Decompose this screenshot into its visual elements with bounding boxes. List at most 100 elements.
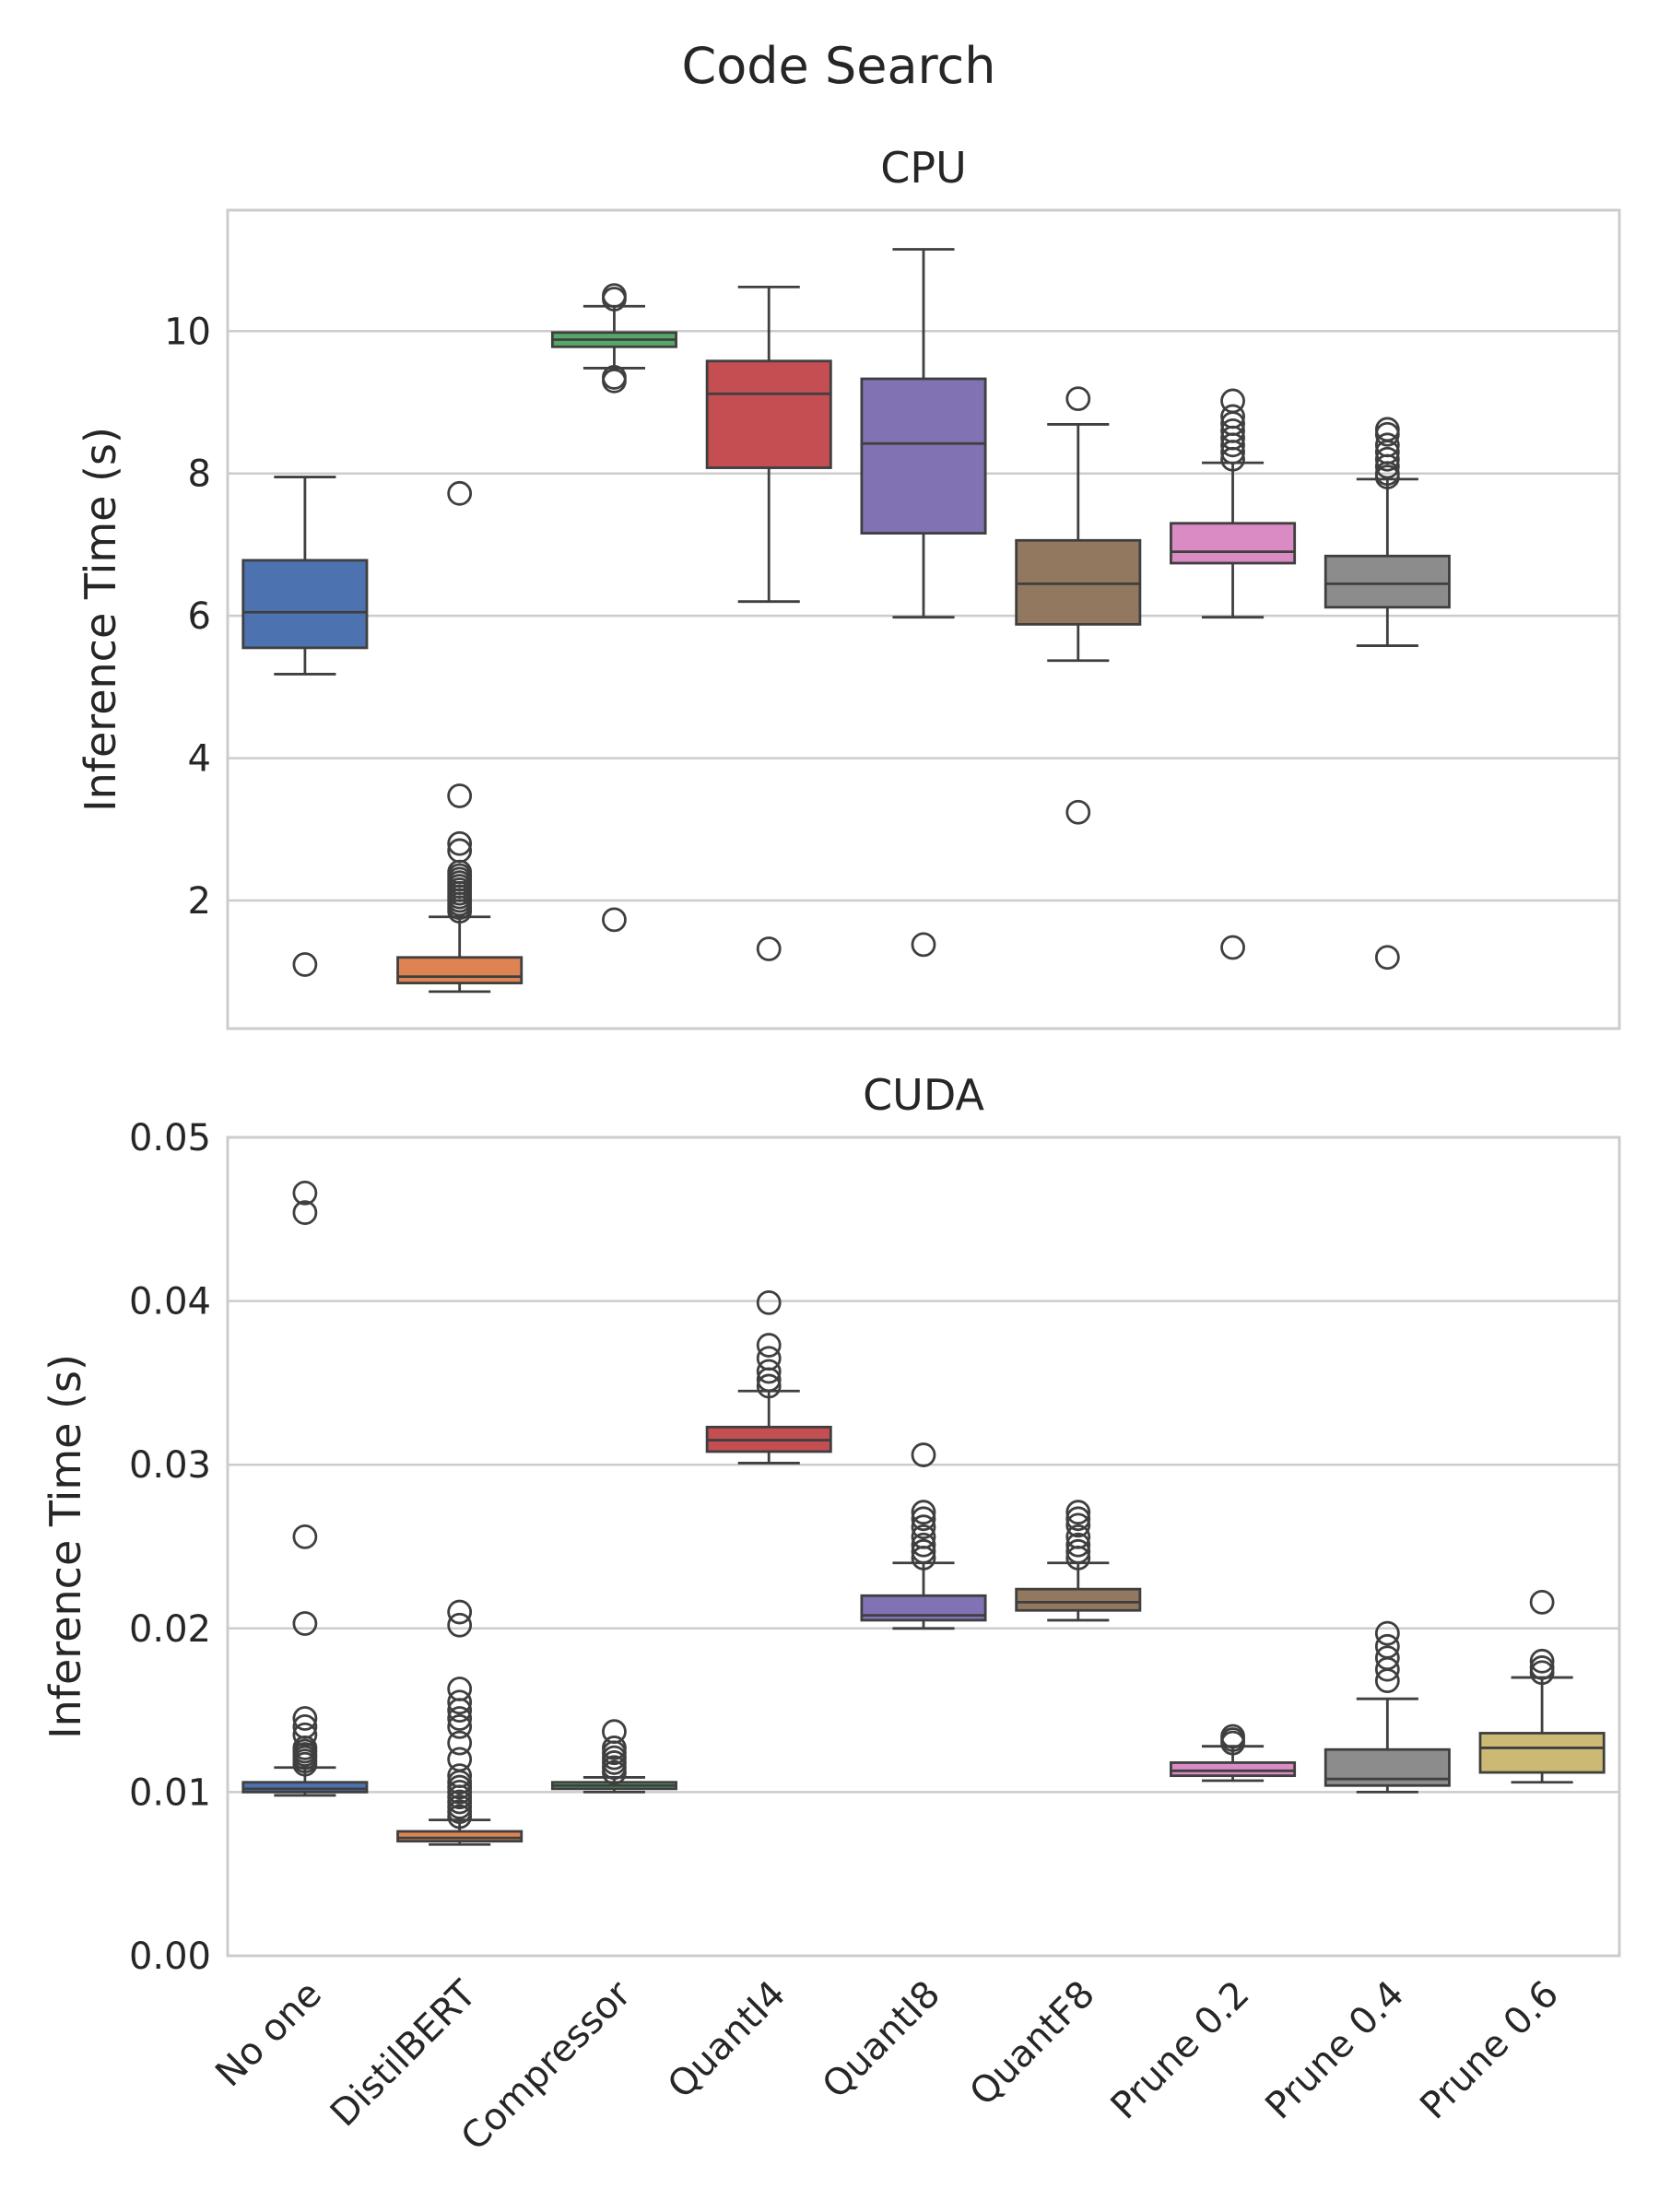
cpu-box-no-one [241,476,369,977]
cuda-y-tick-label: 0.05 [129,1117,211,1159]
outlier-point [1374,945,1400,971]
iqr-box [1170,1761,1297,1778]
outlier-point [447,838,473,864]
outlier-point [1065,1538,1091,1564]
iqr-box [241,1781,369,1794]
cpu-boxes [241,248,1451,994]
outlier-point [1065,1532,1091,1558]
outlier-point [911,1532,936,1558]
outlier-point [756,1333,782,1358]
outlier-point [1374,432,1400,458]
outlier-point [447,1599,473,1625]
cuda-y-axis-label: Inference Time (s) [41,1354,90,1739]
outlier-point [1065,1524,1091,1549]
outlier-point [756,1346,782,1371]
cuda-box-compressor [550,1719,677,1794]
outlier-point [447,480,473,506]
cuda-y-ticks: 0.00 0.01 0.02 0.03 0.04 0.05 [129,1117,211,1978]
cuda-panel: 0.00 0.01 0.02 0.03 0.04 0.05 CUDA Inference … [41,1070,1621,1978]
cpu-box-quantf8 [1015,386,1142,825]
cpu-y-axis-label: Inference Time (s) [76,427,125,812]
cpu-y-tick-label: 8 [188,453,211,496]
outlier-point [1529,1589,1555,1615]
iqr-box [396,1830,524,1843]
cpu-box-compressor [550,283,677,933]
cuda-box-prune-0-4 [1324,1620,1451,1794]
x-tick-label-prune-0-2: Prune 0.2 [1103,1973,1258,2128]
outlier-point [447,1763,473,1789]
outlier-point [1065,1500,1091,1525]
iqr-box [860,377,987,535]
outlier-point [602,907,627,933]
outlier-point [1529,1655,1555,1680]
outlier-point [447,830,473,856]
iqr-box [1015,1587,1142,1612]
outlier-point [292,1722,318,1747]
cpu-y-tick-label: 4 [188,738,211,781]
cuda-y-tick-label: 0.01 [129,1771,211,1814]
cuda-box-quantf8 [1015,1500,1142,1622]
outlier-point [756,936,782,961]
outlier-point [1374,446,1400,472]
cpu-y-ticks: 2 4 6 8 10 [164,311,211,923]
cuda-y-tick-label: 0.00 [129,1936,211,1978]
outlier-point [1529,1648,1555,1674]
cuda-y-tick-label: 0.02 [129,1608,211,1651]
outlier-point [292,1706,318,1731]
outlier-point [602,1735,627,1760]
iqr-box [241,559,369,650]
outlier-point [1220,418,1245,443]
outlier-point [1220,404,1245,429]
outlier-point [447,1677,473,1701]
outlier-point [911,932,936,958]
outlier-point [911,1500,936,1525]
outlier-point [1220,935,1245,960]
outlier-point [447,1730,473,1756]
outlier-point [1065,386,1091,412]
cuda-boxes [241,1180,1606,1846]
outlier-point [911,1442,936,1467]
outlier-point [1374,417,1400,442]
outlier-point [602,368,627,394]
cuda-box-prune-0-6 [1478,1589,1606,1784]
cuda-box-quanti4 [705,1289,832,1465]
outlier-point [292,952,318,977]
outlier-point [756,1289,782,1315]
outlier-point [756,1359,782,1384]
x-tick-label-prune-0-6: Prune 0.6 [1412,1973,1567,2128]
outlier-point [1065,1506,1091,1532]
outlier-point [1065,1512,1091,1538]
cpu-box-quanti4 [705,285,832,961]
outlier-point [1374,1645,1400,1671]
outlier-point [1065,799,1091,825]
cuda-box-distilbert [396,1599,524,1846]
cpu-box-quanti8 [860,248,987,958]
cpu-plot-frame [226,208,1621,1030]
outlier-point [292,1200,318,1226]
outlier-point [292,1180,318,1206]
outlier-point [602,283,627,309]
outlier-point [911,1514,936,1540]
outlier-point [292,1713,318,1739]
cuda-box-prune-0-2 [1170,1724,1297,1783]
outlier-point [447,1747,473,1772]
outlier-point [756,1373,782,1399]
cuda-panel-title: CUDA [863,1070,984,1120]
x-tick-label-prune-0-4: Prune 0.4 [1257,1973,1412,2128]
iqr-box [705,359,832,469]
outlier-point [447,783,473,808]
cuda-plot-frame [226,1135,1621,1958]
outlier-point [911,1524,936,1549]
x-tick-label-quanti8: QuantI8 [815,1973,948,2107]
iqr-box [1478,1732,1606,1774]
outlier-point [447,1612,473,1638]
outlier-point [292,1611,318,1636]
x-tick-label-no-one: No one [207,1973,330,2096]
cpu-panel-title: CPU [880,143,967,193]
cuda-box-quanti8 [860,1442,987,1630]
x-tick-label-quantf8: QuantF8 [962,1973,1103,2114]
outlier-point [447,1706,473,1731]
outlier-point [1220,388,1245,414]
